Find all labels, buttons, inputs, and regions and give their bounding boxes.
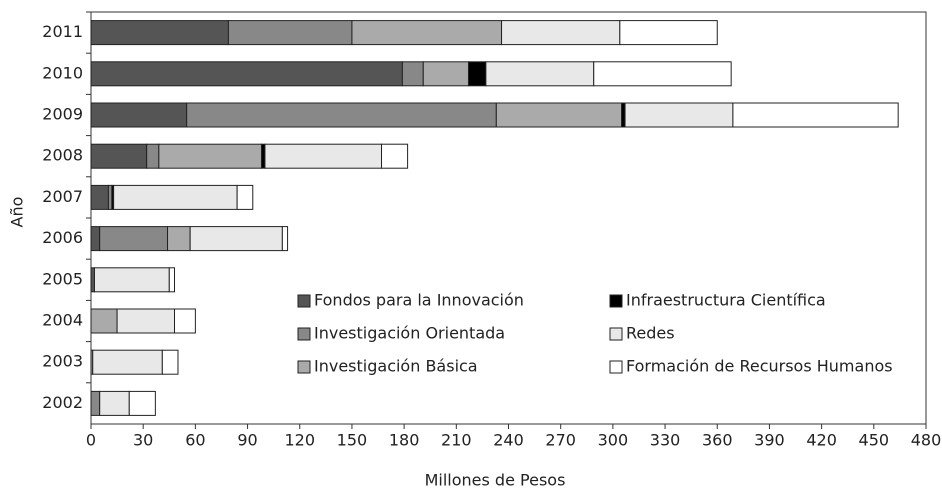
y-tick-label: 2005 (42, 269, 83, 288)
bar-segment (113, 184, 238, 210)
bar-segment (186, 102, 497, 128)
bar-segment (495, 102, 623, 128)
bar-segment (621, 102, 626, 128)
bar-segment (227, 20, 353, 46)
bar-segment (467, 61, 487, 87)
bar-segment (732, 102, 899, 128)
legend-swatch (297, 294, 311, 308)
x-tick-label: 300 (598, 431, 629, 450)
y-tick-label: 2004 (42, 311, 83, 330)
bar-segment (624, 102, 734, 128)
bar-segment (422, 61, 469, 87)
legend-label: Formación de Recursos Humanos (626, 357, 893, 376)
bar-segment (168, 267, 175, 293)
x-tick-label: 450 (859, 431, 890, 450)
x-axis-label: Millones de Pesos (425, 471, 566, 490)
x-tick-label: 240 (493, 431, 524, 450)
bar-segment (236, 184, 254, 210)
bar-segment (161, 349, 179, 375)
x-tick-label: 90 (237, 431, 257, 450)
x-tick-label: 150 (337, 431, 368, 450)
y-tick-label: 2009 (42, 105, 83, 124)
x-tick-label: 180 (389, 431, 420, 450)
bar-segment (90, 61, 403, 87)
legend-label: Investigación Orientada (314, 324, 505, 343)
bar-segment (189, 226, 283, 252)
legend-swatch (609, 360, 623, 374)
bar-segment (90, 267, 95, 293)
bar-segment (158, 143, 262, 169)
bar-segment (593, 61, 732, 87)
x-tick-label: 360 (702, 431, 733, 450)
bar-segment (90, 20, 229, 46)
y-tick-label: 2006 (42, 228, 83, 247)
bar-segment (90, 226, 101, 252)
legend-label: Infraestructura Científica (626, 291, 826, 310)
x-tick-label: 480 (911, 431, 942, 450)
bar-segment (174, 308, 196, 334)
legend-label: Fondos para la Innovación (314, 291, 524, 310)
y-tick-label: 2003 (42, 352, 83, 371)
legend-swatch (297, 327, 311, 341)
x-tick-label: 390 (754, 431, 785, 450)
y-tick-label: 2002 (42, 393, 83, 412)
legend-swatch (609, 294, 623, 308)
bar-segment (260, 143, 266, 169)
legend-swatch (297, 360, 311, 374)
bar-segment (351, 20, 503, 46)
bar-segment (116, 308, 175, 334)
bar-segment (501, 20, 621, 46)
x-tick-label: 120 (284, 431, 315, 450)
bar-segment (281, 226, 289, 252)
bar-segment (93, 267, 170, 293)
bar-segment (99, 226, 169, 252)
x-tick-label: 420 (806, 431, 837, 450)
x-tick-label: 60 (185, 431, 205, 450)
x-tick-label: 270 (545, 431, 576, 450)
bar-segment (485, 61, 595, 87)
bar-segment (90, 390, 101, 416)
bar-segment (90, 184, 109, 210)
bar-segment (90, 308, 118, 334)
bar-segment (99, 390, 130, 416)
bar-segment (90, 102, 188, 128)
bar-segment (90, 143, 148, 169)
bar-segment (92, 349, 163, 375)
bar-segment (167, 226, 191, 252)
bar-segment (146, 143, 160, 169)
x-tick-label: 210 (441, 431, 472, 450)
legend-swatch (609, 327, 623, 341)
x-tick-label: 30 (133, 431, 153, 450)
legend-label: Redes (626, 324, 675, 343)
x-tick-label: 0 (86, 431, 96, 450)
bar-segment (107, 184, 113, 210)
x-tick-label: 330 (650, 431, 681, 450)
legend-label: Investigación Básica (314, 357, 478, 376)
bar-segment (264, 143, 383, 169)
bar-segment (619, 20, 718, 46)
y-axis-label: Año (8, 197, 27, 228)
y-tick-label: 2008 (42, 146, 83, 165)
bar-segment (401, 61, 424, 87)
y-tick-label: 2007 (42, 187, 83, 206)
y-tick-label: 2011 (42, 22, 83, 41)
bar-segment (128, 390, 156, 416)
bar-segment (381, 143, 409, 169)
y-tick-label: 2010 (42, 63, 83, 82)
